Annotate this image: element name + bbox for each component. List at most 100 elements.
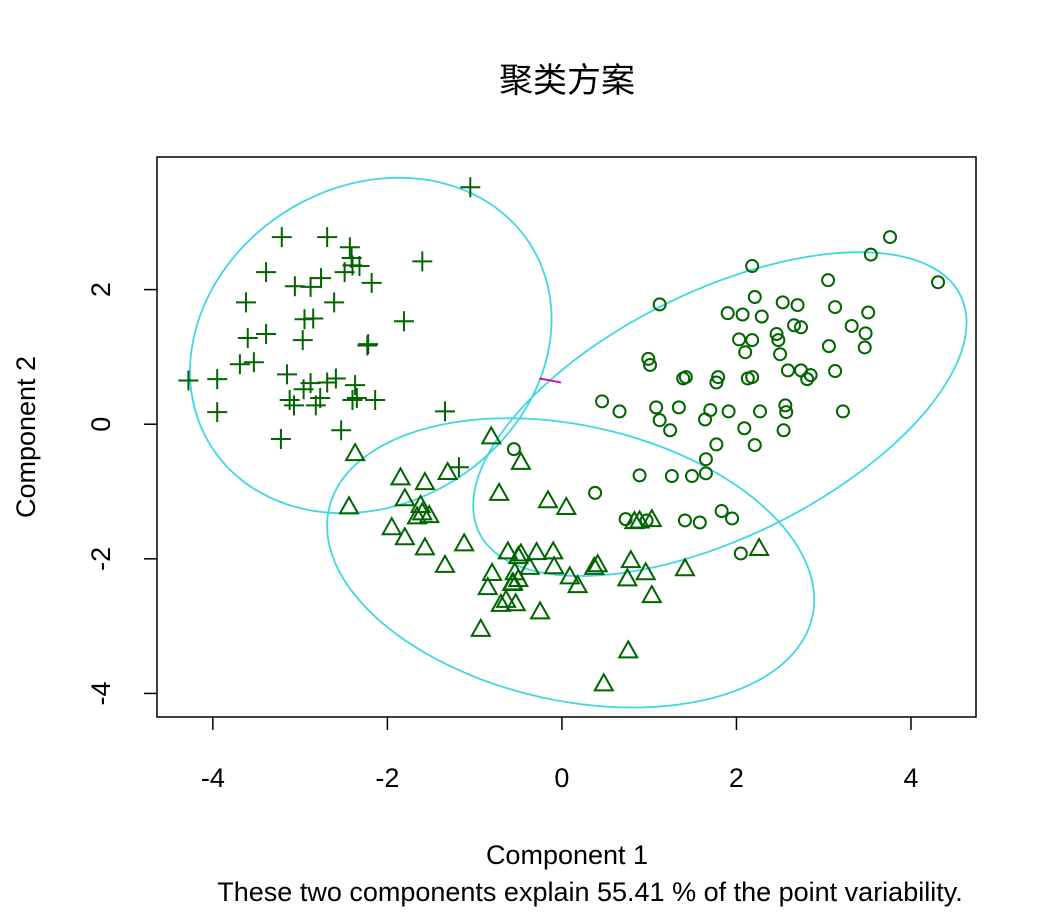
point-circle [652, 297, 667, 312]
point-circle [771, 333, 786, 348]
point-plus [434, 401, 455, 422]
point-triangle [583, 555, 605, 575]
point-circle [639, 513, 654, 528]
y-tick-label: -4 [86, 681, 116, 705]
point-plus [345, 375, 366, 396]
point-plus [357, 335, 378, 356]
point-circle [612, 404, 627, 419]
point-triangle [559, 565, 581, 585]
point-circle [641, 351, 656, 366]
point-triangle [510, 450, 532, 470]
point-plus [256, 262, 277, 283]
point-plus [277, 364, 298, 385]
x-tick-label: 0 [554, 763, 569, 793]
plot-frame [156, 156, 977, 718]
cluster-ellipse [189, 176, 553, 515]
point-plus [303, 308, 324, 329]
point-circle [745, 333, 760, 348]
chart-title: 聚类方案 [499, 61, 635, 101]
point-triangle [507, 545, 529, 565]
point-circle [861, 305, 876, 320]
point-circle [800, 372, 815, 387]
point-circle [643, 357, 658, 372]
point-triangle [338, 495, 360, 515]
point-plus [325, 368, 346, 389]
point-plus [284, 395, 305, 416]
point-circle [747, 438, 762, 453]
point-plus [293, 379, 314, 400]
point-triangle [394, 526, 416, 546]
point-circle [632, 468, 647, 483]
point-circle [588, 485, 603, 500]
point-triangle [628, 509, 651, 529]
cluster-link [539, 377, 562, 384]
point-plus [292, 330, 313, 351]
point-circle [747, 290, 762, 304]
point-circle [787, 318, 802, 333]
point-circle [737, 421, 752, 436]
point-triangle [480, 425, 502, 445]
point-circle [720, 306, 735, 321]
point-circle [779, 405, 794, 420]
point-circle [684, 469, 699, 484]
y-tick-label: 0 [86, 417, 116, 432]
point-plus [229, 354, 250, 375]
point-plus [393, 311, 414, 332]
point-circle [828, 300, 843, 315]
point-plus [237, 328, 258, 349]
point-circle [931, 275, 946, 290]
point-plus [270, 429, 291, 450]
point-circle [671, 400, 686, 415]
point-triangle [617, 639, 639, 659]
point-triangle [748, 537, 770, 557]
point-circle [618, 512, 633, 527]
y-tick-label: 2 [86, 282, 116, 297]
point-plus [236, 292, 257, 313]
point-triangle [525, 541, 548, 561]
point-circle [835, 404, 850, 419]
point-plus [460, 177, 481, 198]
point-circle [698, 452, 713, 467]
point-circle [677, 513, 692, 528]
point-circle [863, 247, 878, 262]
point-circle [883, 230, 898, 245]
point-plus [365, 389, 386, 410]
point-circle [794, 320, 809, 335]
point-triangle [381, 516, 403, 536]
point-triangle [434, 553, 456, 573]
point-circle [714, 504, 729, 519]
point-plus [317, 372, 338, 393]
point-triangle [641, 584, 663, 604]
point-plus [207, 369, 228, 390]
point-triangle [418, 504, 440, 524]
point-plus [361, 272, 382, 293]
subtitle: These two components explain 55.41 % of … [217, 877, 962, 907]
y-tick-label: -2 [86, 547, 116, 571]
point-circle [769, 327, 784, 342]
x-tick-label: 4 [903, 763, 918, 793]
point-triangle [620, 549, 642, 569]
point-circle [754, 309, 769, 324]
point-triangle [504, 592, 527, 612]
point-plus [317, 227, 338, 248]
point-triangle [453, 532, 475, 552]
x-tick-label: 2 [729, 763, 744, 793]
point-plus [207, 402, 228, 423]
point-triangle [470, 617, 492, 637]
point-plus [271, 227, 292, 248]
point-circle [858, 326, 873, 341]
point-circle [790, 298, 805, 313]
point-circle [732, 332, 747, 347]
point-circle [775, 295, 790, 310]
point-triangle [634, 561, 657, 581]
point-circle [733, 546, 748, 561]
point-triangle [344, 442, 366, 462]
point-triangle [497, 540, 519, 560]
point-triangle [543, 555, 565, 575]
point-plus [334, 262, 355, 283]
point-circle [821, 273, 836, 288]
point-plus [305, 395, 326, 416]
point-triangle [477, 576, 499, 596]
point-circle [740, 371, 755, 386]
